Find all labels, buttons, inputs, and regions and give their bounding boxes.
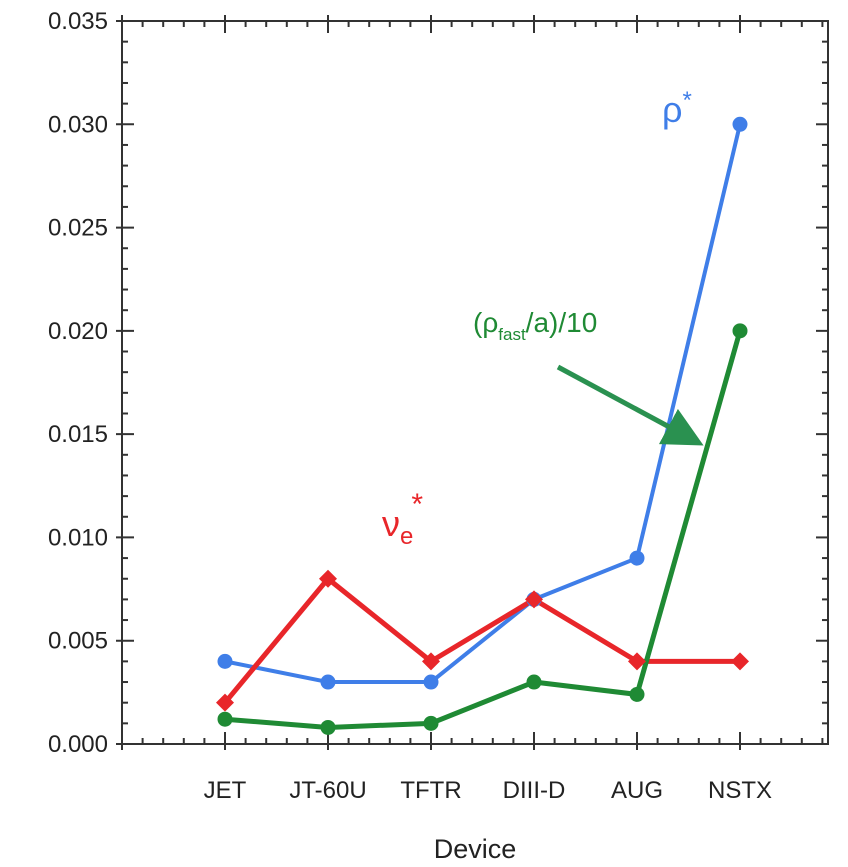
y-tick-labels: 0.000 0.005 0.010 0.015 0.020 0.025 0.030 0.035 bbox=[48, 8, 108, 758]
y-tick-label: 0.030 bbox=[48, 111, 108, 138]
annotation-arrow bbox=[556, 364, 704, 446]
series-markers bbox=[216, 116, 749, 735]
series-point bbox=[320, 674, 336, 690]
y-tick-label: 0.005 bbox=[48, 628, 108, 655]
series-point bbox=[732, 116, 748, 132]
series-line bbox=[222, 328, 743, 730]
rho-star-label: ρ* bbox=[662, 87, 692, 130]
x-tick-label: AUG bbox=[611, 777, 663, 804]
series-point bbox=[217, 653, 233, 669]
y-tick-label: 0.000 bbox=[48, 731, 108, 758]
y-tick-label: 0.020 bbox=[48, 318, 108, 345]
series-point bbox=[423, 674, 439, 690]
series-line bbox=[222, 576, 743, 706]
x-tick-label: TFTR bbox=[400, 777, 461, 804]
y-tick-label: 0.015 bbox=[48, 421, 108, 448]
series-point bbox=[526, 674, 542, 690]
series-point bbox=[217, 711, 233, 727]
y-tick-label: 0.025 bbox=[48, 215, 108, 242]
x-tick-labels: JET JT-60U TFTR DIII-D AUG NSTX bbox=[204, 777, 772, 804]
series-point bbox=[629, 686, 645, 702]
nu-e-star-label: νe* bbox=[382, 488, 423, 550]
x-axis-title: Device bbox=[434, 834, 517, 864]
x-tick-label: JT-60U bbox=[289, 777, 366, 804]
x-tick-label: JET bbox=[204, 777, 247, 804]
series-point bbox=[628, 652, 646, 671]
series-point bbox=[731, 652, 749, 671]
series-point bbox=[320, 719, 336, 735]
x-tick-label: DIII-D bbox=[503, 777, 566, 804]
series-point bbox=[629, 550, 645, 566]
series-point bbox=[422, 652, 440, 671]
axis-ticks bbox=[116, 15, 828, 750]
series-line bbox=[223, 122, 742, 685]
series-point bbox=[319, 569, 337, 588]
series-point bbox=[732, 323, 748, 339]
y-tick-label: 0.010 bbox=[48, 524, 108, 551]
series-point bbox=[423, 715, 439, 731]
rho-fast-label: (ρfast/a)/10 bbox=[473, 307, 597, 344]
y-tick-label: 0.035 bbox=[48, 8, 108, 35]
series-lines bbox=[222, 122, 743, 730]
plot-frame bbox=[121, 20, 829, 745]
series-point bbox=[216, 693, 234, 712]
x-tick-label: NSTX bbox=[708, 777, 772, 804]
series-point bbox=[525, 590, 543, 609]
